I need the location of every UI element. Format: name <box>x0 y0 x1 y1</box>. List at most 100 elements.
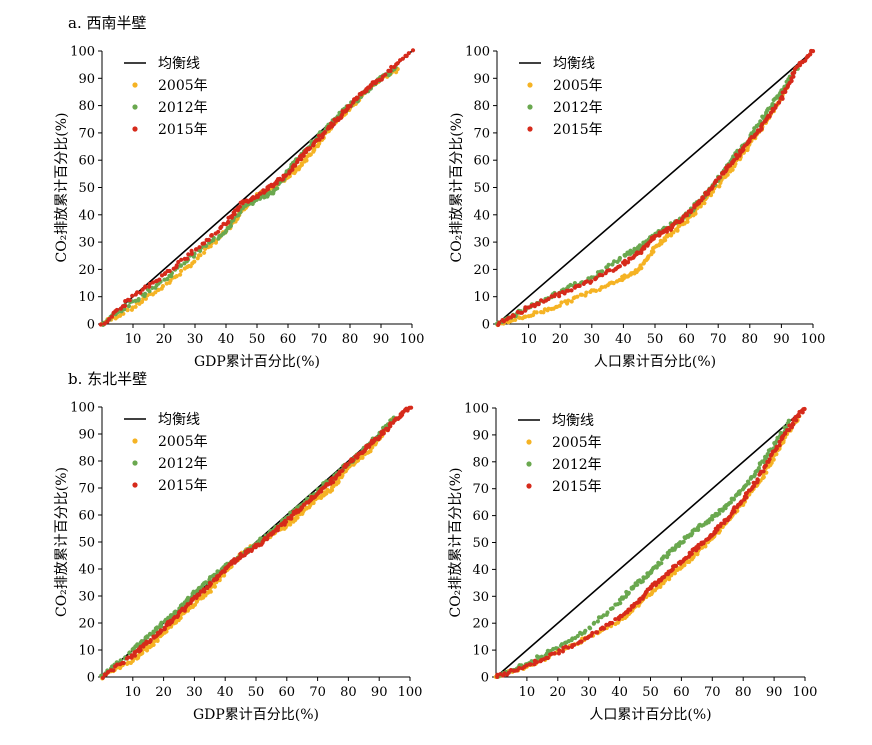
legend-swatch-2005年 <box>132 438 138 444</box>
data-point-2015 <box>167 268 172 274</box>
data-point-2005 <box>702 201 707 206</box>
data-point-2015 <box>348 103 353 109</box>
data-point-2015 <box>331 122 336 127</box>
legend-swatch-2012年 <box>132 460 138 466</box>
x-tick-label: 10 <box>125 332 142 347</box>
data-point-2015 <box>517 666 522 671</box>
data-point-2005 <box>593 288 599 293</box>
data-point-2015 <box>194 247 199 252</box>
data-point-2015 <box>553 292 558 297</box>
data-point-2012 <box>672 546 677 551</box>
y-tick-label: 60 <box>78 154 95 169</box>
data-point-2015 <box>782 431 788 436</box>
y-axis-label: CO₂排放累计百分比(%) <box>449 112 465 262</box>
chart-panel-a-right: 0 10 20 30 40 50 60 70 80 90 100 10 20 30 40 50 60 70 80 90… <box>449 45 825 371</box>
data-point-2015 <box>779 94 785 99</box>
data-point-2015 <box>552 651 557 656</box>
y-tick-label: 40 <box>473 208 490 223</box>
data-point-2005 <box>682 563 687 568</box>
chart-panel-b-left: 0 10 20 30 40 50 60 70 80 90 100 10 20 30 40 50 60 70 80 90… <box>54 401 422 724</box>
y-tick-label: 90 <box>472 428 489 443</box>
data-point-2015 <box>383 72 388 77</box>
y-tick-label: 10 <box>78 644 95 659</box>
data-point-2015 <box>594 275 599 281</box>
data-point-2015 <box>744 495 749 500</box>
x-tick-label: 50 <box>248 685 265 700</box>
data-point-2015 <box>661 575 667 580</box>
legend-swatch-2015年 <box>132 126 138 132</box>
data-point-2005 <box>192 259 197 264</box>
data-point-2012 <box>640 579 645 584</box>
data-point-2015 <box>613 617 618 622</box>
data-point-2005 <box>559 300 564 305</box>
data-point-2005 <box>725 172 730 177</box>
y-tick-label: 90 <box>78 428 95 443</box>
x-tick-label: 90 <box>373 332 390 347</box>
data-point-2015 <box>560 649 566 654</box>
data-point-2005 <box>575 294 580 299</box>
x-axis-label: GDP累计百分比(%) <box>193 707 319 723</box>
data-point-2015 <box>326 124 331 129</box>
x-tick-label: 60 <box>279 685 296 700</box>
data-point-2015 <box>546 296 551 302</box>
data-point-2015 <box>331 480 336 485</box>
data-point-2015 <box>179 257 184 262</box>
y-tick-label: 20 <box>472 617 489 632</box>
data-point-2015 <box>584 279 590 284</box>
data-point-2015 <box>256 542 261 547</box>
data-point-2015 <box>105 670 111 675</box>
y-tick-label: 10 <box>473 290 490 305</box>
data-point-2015 <box>511 313 516 318</box>
data-point-2005 <box>584 290 589 295</box>
x-tick-label: 100 <box>398 685 423 700</box>
data-point-2012 <box>198 248 203 253</box>
data-point-2012 <box>618 601 623 606</box>
y-tick-label: 50 <box>78 181 95 196</box>
data-point-2015 <box>202 588 207 593</box>
y-tick-label: 80 <box>473 99 490 114</box>
data-point-2015 <box>308 146 313 151</box>
data-point-2012 <box>681 539 686 544</box>
y-tick-label: 80 <box>78 99 95 114</box>
data-point-2012 <box>143 291 148 296</box>
data-point-2015 <box>700 195 705 200</box>
data-point-2015 <box>174 263 179 268</box>
data-point-2015 <box>523 305 528 310</box>
data-point-2015 <box>617 264 623 269</box>
data-point-2015 <box>701 540 706 545</box>
x-tick-label: 40 <box>218 332 235 347</box>
data-point-2005 <box>311 500 316 506</box>
x-tick-label: 80 <box>735 685 752 700</box>
data-point-2015 <box>519 310 525 315</box>
data-point-2012 <box>635 582 640 587</box>
y-tick-label: 40 <box>78 563 95 578</box>
section-title-b: b. 东北半壁 <box>68 370 148 388</box>
data-point-2015 <box>400 56 405 61</box>
data-point-2005 <box>771 457 776 462</box>
y-tick-label: 20 <box>78 263 95 278</box>
data-point-2012 <box>575 633 580 639</box>
data-point-2012 <box>136 297 141 302</box>
data-point-2015 <box>197 245 202 250</box>
x-tick-label: 50 <box>647 332 664 347</box>
data-point-2015 <box>130 293 135 298</box>
legend-swatch-2015年 <box>526 483 532 489</box>
data-point-2005 <box>125 308 130 313</box>
data-point-2005 <box>566 298 571 303</box>
data-point-2015 <box>796 414 802 419</box>
legend-label: 2015年 <box>158 122 208 138</box>
data-point-2015 <box>126 655 131 660</box>
data-point-2005 <box>534 310 539 315</box>
data-point-2015 <box>100 675 105 680</box>
data-point-2015 <box>335 116 340 121</box>
data-point-2012 <box>737 489 743 494</box>
data-point-2012 <box>150 285 155 290</box>
y-tick-label: 80 <box>472 455 489 470</box>
data-point-2015 <box>536 302 541 307</box>
data-point-2012 <box>666 552 671 557</box>
data-point-2015 <box>589 279 594 284</box>
data-point-2015 <box>395 61 400 66</box>
data-point-2015 <box>569 288 574 293</box>
data-point-2012 <box>145 635 150 640</box>
